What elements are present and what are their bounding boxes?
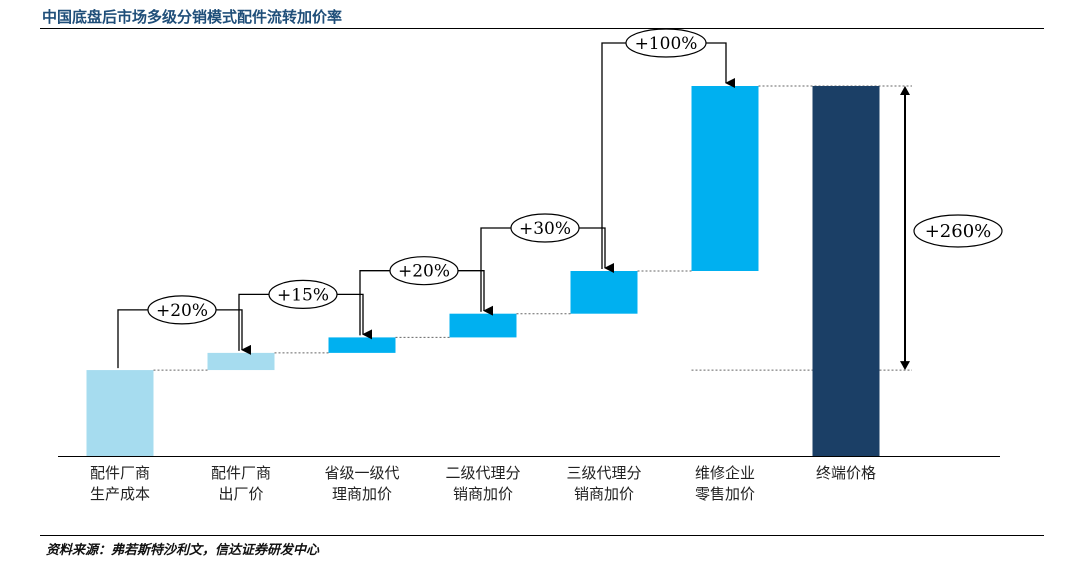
waterfall-bar [691,86,759,271]
category-label: 维修企业零售加价 [695,464,755,503]
markup-label: +20% [398,262,450,282]
waterfall-bar [449,313,517,338]
waterfall-bar [328,337,396,353]
category-label-line: 销商加价 [574,485,634,503]
category-label-line: 配件厂商 [211,464,271,482]
category-label: 配件厂商生产成本 [90,464,150,503]
category-label-line: 理商加价 [332,485,392,503]
category-label: 三级代理分销商加价 [566,464,641,503]
total-oval [913,214,1003,248]
footer-divider [40,535,1044,536]
source-note: 资料来源：弗若斯特沙利文，信达证券研发中心 [46,543,320,558]
waterfall-bar [207,352,275,371]
category-label-line: 生产成本 [90,485,150,503]
category-label-line: 省级一级代 [324,464,399,482]
category-label: 省级一级代理商加价 [324,464,399,503]
markup-oval [625,28,707,58]
chart-title: 中国底盘后市场多级分销模式配件流转加价率 [42,8,343,26]
category-label-line: 销商加价 [453,485,513,503]
markup-label: +15% [277,285,329,305]
category-label-line: 二级代理分 [445,464,520,482]
markup-oval [389,256,459,286]
markup-label: +20% [156,301,208,321]
category-label-line: 维修企业 [695,464,755,482]
markup-label: +100% [635,34,698,54]
waterfall-bar [570,271,638,314]
category-label: 二级代理分销商加价 [445,464,520,503]
category-label-line: 零售加价 [695,485,755,503]
category-label-line: 出厂价 [218,485,263,503]
category-label-line: 三级代理分 [566,464,641,482]
waterfall-bar [86,370,154,456]
category-label-line: 终端价格 [816,464,876,482]
category-label: 终端价格 [816,464,876,482]
total-arrow-head-up [900,86,910,95]
category-label: 配件厂商出厂价 [211,464,271,503]
markup-oval [510,213,580,243]
title-divider [40,28,1044,29]
markup-label: +30% [519,219,571,239]
total-bar [812,86,880,456]
markup-oval [147,295,217,325]
markup-oval [268,279,338,310]
total-label: +260% [925,221,992,242]
category-label-line: 配件厂商 [90,464,150,482]
total-arrow-head-down [900,361,910,371]
